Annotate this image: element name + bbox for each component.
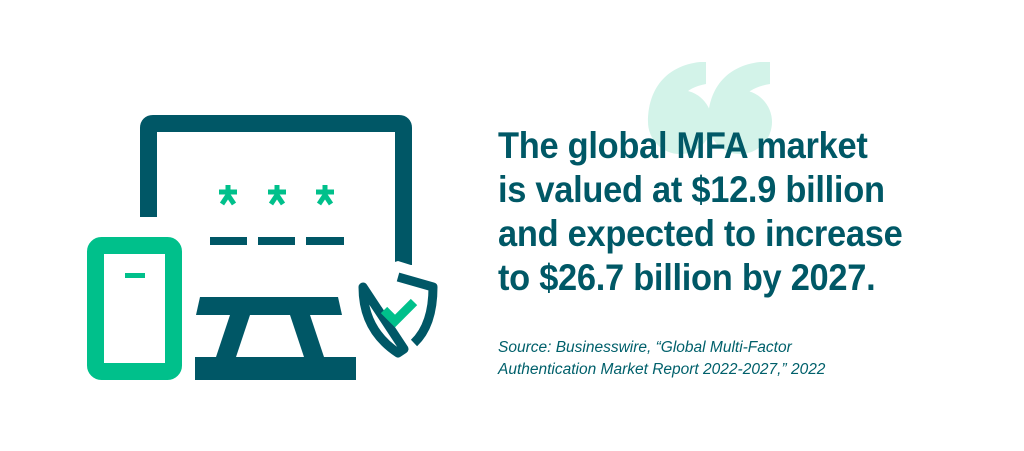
source-line: Authentication Market Report 2022-2027,”…: [498, 361, 826, 378]
monitor-stand: [195, 297, 356, 380]
smartphone-icon: [87, 237, 182, 380]
quote-line: and expected to increase: [498, 213, 903, 254]
password-asterisk-icon: [316, 185, 334, 206]
password-asterisk-icon: [219, 185, 237, 206]
password-dashes: [210, 237, 344, 245]
source-citation: Source: Businesswire, “Global Multi-Fact…: [498, 337, 825, 381]
source-line: Source: Businesswire, “Global Multi-Fact…: [498, 339, 792, 356]
quote-line: is valued at $12.9 billion: [498, 169, 885, 210]
shield-check-icon: [350, 261, 446, 362]
quote-line: to $26.7 billion by 2027.: [498, 257, 876, 298]
quote-mark-icon: [648, 62, 772, 154]
quote-line: The global MFA market: [498, 125, 868, 166]
password-asterisk-icon: [268, 185, 286, 206]
monitor-icon: [140, 115, 412, 265]
quote-headline: The global MFA market is valued at $12.9…: [498, 124, 903, 300]
